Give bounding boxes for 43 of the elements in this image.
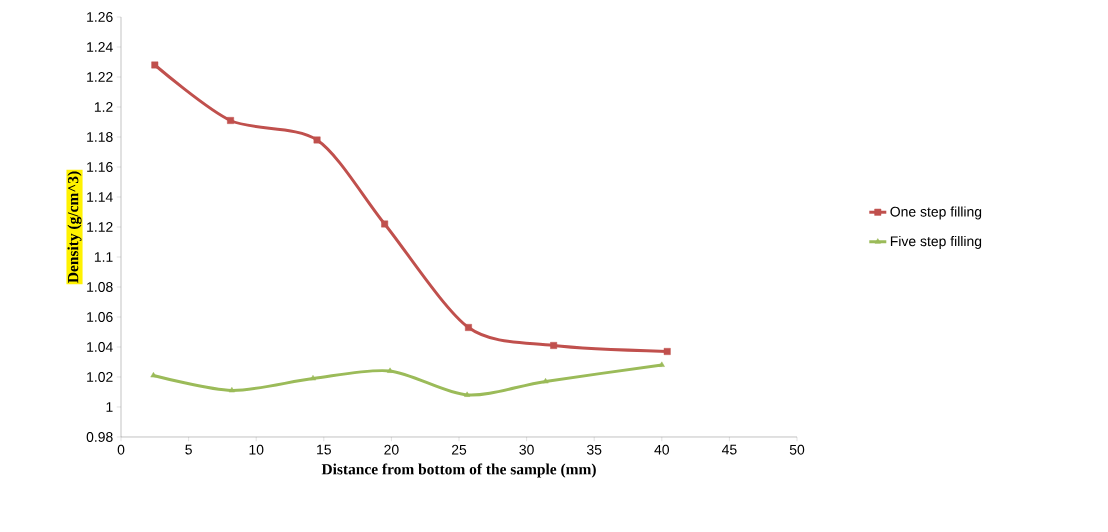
x-tick-label: 20	[384, 444, 399, 455]
point	[227, 117, 234, 124]
y-tick-label: 1.12	[87, 222, 113, 232]
point	[663, 348, 671, 355]
x-tick-label: 50	[789, 444, 805, 455]
y-tick-label: 1	[106, 402, 113, 412]
y-tick-label: 0.98	[86, 432, 113, 442]
y-tick-label: 1.06	[87, 312, 113, 322]
y-tick-label: 1.1	[94, 252, 113, 262]
y-tick-label: 1.22	[87, 72, 113, 82]
y-tick-label: 1.26	[87, 12, 113, 22]
y-tick-label: 1.16	[87, 162, 113, 172]
y-tick-label: 1.14	[87, 192, 113, 202]
legend-label: One step filling	[890, 206, 982, 220]
x-tick-label: 0	[117, 444, 125, 455]
x-tick-label: 15	[317, 444, 331, 455]
x-tick-label: 45	[721, 444, 737, 455]
x-tick-label: 35	[586, 444, 602, 455]
x-axis-title: Distance from bottom of the sample (mm)	[321, 463, 596, 478]
y-tick-label: 1.02	[87, 372, 113, 382]
point	[465, 324, 472, 331]
point	[150, 372, 157, 378]
point	[381, 220, 389, 228]
x-tick-label: 25	[451, 444, 467, 455]
x-tick-label: 40	[654, 444, 670, 455]
y-tick-label: 1.2	[94, 102, 113, 112]
x-tick-label: 10	[249, 444, 264, 455]
y-tick-label: 1.24	[87, 42, 113, 52]
point	[658, 361, 665, 367]
legend-label: Five step filling	[890, 235, 982, 249]
point	[464, 391, 471, 397]
point	[542, 378, 549, 384]
y-tick-label: 1.04	[87, 342, 113, 352]
point	[309, 375, 316, 381]
y-tick-label: 1.18	[87, 132, 113, 142]
x-tick-label: 30	[519, 444, 534, 455]
x-tick-label: 5	[185, 444, 192, 455]
point	[550, 342, 558, 349]
point	[228, 387, 235, 393]
point	[151, 61, 159, 69]
y-tick-label: 1.08	[87, 282, 113, 292]
point	[313, 136, 321, 144]
y-axis-title: Density (g/cm^3)	[67, 171, 82, 283]
